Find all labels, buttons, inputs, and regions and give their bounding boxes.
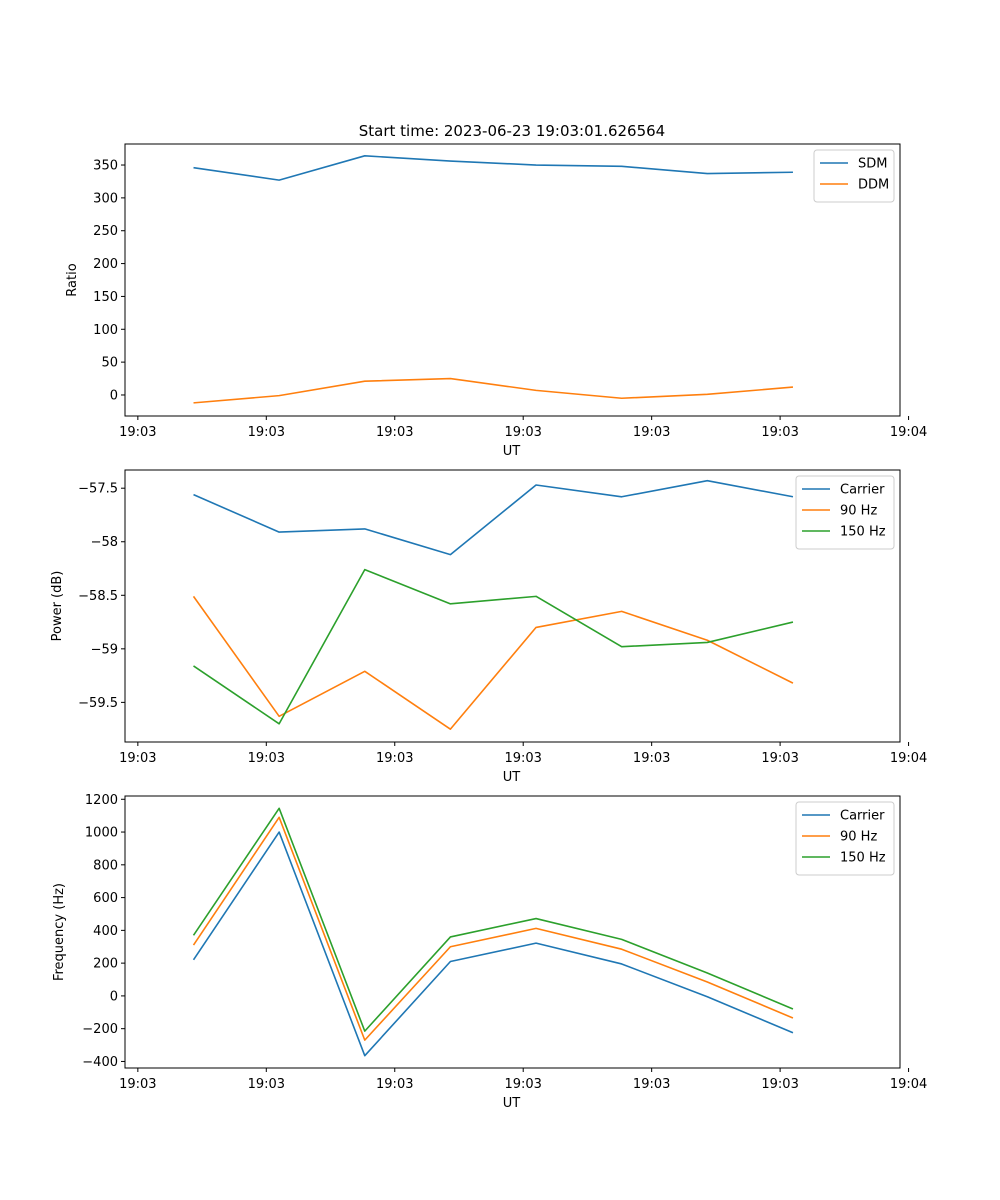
x-tick-label: 19:03 bbox=[633, 1077, 670, 1092]
panel-ratio: 0 50 100 150 200 250 300 350 19:03 19:03 19:03 19:0… bbox=[65, 143, 927, 459]
figure-title: Start time: 2023-06-23 19:03:01.626564 bbox=[359, 122, 665, 140]
series-line-150-hz bbox=[193, 568, 794, 725]
series-line-150-hz bbox=[192, 807, 794, 1032]
y-tick-label: 200 bbox=[93, 957, 118, 972]
legend-label-ddm: DDM bbox=[858, 178, 889, 193]
series-line-carrier bbox=[193, 479, 794, 556]
y-tick-label: 0 bbox=[110, 388, 118, 403]
x-tick-label: 19:03 bbox=[376, 751, 413, 766]
y-tick-label: −200 bbox=[82, 1022, 118, 1037]
x-tick-label: 19:03 bbox=[504, 425, 541, 440]
legend-label-150-hz: 150 Hz bbox=[840, 851, 886, 866]
series-line-ddm bbox=[193, 377, 794, 404]
y-tick-label: −59.5 bbox=[78, 696, 118, 711]
legend-label-sdm: SDM bbox=[858, 157, 887, 172]
panel-frequency: −400 −200 0 200 400 600 800 1000 1200 19:03 19:03 1… bbox=[52, 793, 927, 1111]
x-tick-label: 19:03 bbox=[376, 425, 413, 440]
x-tick-label: 19:03 bbox=[761, 425, 798, 440]
y-tick-label: 100 bbox=[93, 323, 118, 338]
series-line-90-hz bbox=[192, 816, 794, 1041]
x-tick-label: 19:03 bbox=[119, 1077, 156, 1092]
x-tick-label: 19:03 bbox=[119, 425, 156, 440]
legend-label-90-hz: 90 Hz bbox=[840, 830, 877, 845]
y-tick-label: 150 bbox=[93, 290, 118, 305]
x-tick-label: 19:03 bbox=[504, 1077, 541, 1092]
y-tick-label: 600 bbox=[93, 891, 118, 906]
y-tick-label: 50 bbox=[101, 356, 118, 371]
y-tick-label: −58 bbox=[91, 535, 118, 550]
x-tick-label: 19:03 bbox=[376, 1077, 413, 1092]
legend-label-90-hz: 90 Hz bbox=[840, 504, 877, 519]
x-tick-label: 19:03 bbox=[761, 1077, 798, 1092]
legend-label-carrier: Carrier bbox=[840, 809, 885, 824]
y-tick-label: 1000 bbox=[85, 826, 118, 841]
y-axis-label: Ratio bbox=[65, 263, 80, 296]
y-tick-label: 200 bbox=[93, 257, 118, 272]
y-tick-label: 300 bbox=[93, 191, 118, 206]
x-axis-label: UT bbox=[503, 1096, 521, 1111]
y-tick-label: 800 bbox=[93, 858, 118, 873]
x-tick-label: 19:03 bbox=[248, 425, 285, 440]
x-axis-label: UT bbox=[503, 444, 521, 459]
series-line-90-hz bbox=[192, 595, 794, 730]
x-tick-label: 19:03 bbox=[761, 751, 798, 766]
x-tick-label: 19:03 bbox=[248, 751, 285, 766]
y-tick-label: −57.5 bbox=[78, 482, 118, 497]
y-tick-label: 350 bbox=[93, 159, 118, 174]
y-axis-label: Frequency (Hz) bbox=[52, 883, 67, 981]
panel-power: −59.5 −59 −58.5 −58 −57.5 19:03 19:03 19:03 19:0… bbox=[50, 469, 927, 785]
x-tick-label: 19:03 bbox=[248, 1077, 285, 1092]
y-tick-label: −59 bbox=[91, 642, 118, 657]
series-line-sdm bbox=[193, 155, 793, 181]
x-tick-label: 19:03 bbox=[504, 751, 541, 766]
y-tick-label: 400 bbox=[93, 924, 118, 939]
x-tick-label: 19:04 bbox=[890, 751, 927, 766]
series-line-carrier bbox=[192, 831, 794, 1057]
axes-frame bbox=[124, 469, 901, 743]
y-axis-label: Power (dB) bbox=[50, 571, 65, 642]
y-tick-label: 1200 bbox=[85, 793, 118, 808]
y-tick-label: 0 bbox=[110, 989, 118, 1004]
axes-frame bbox=[124, 795, 901, 1069]
x-tick-label: 19:04 bbox=[890, 1077, 927, 1092]
y-tick-label: −400 bbox=[82, 1055, 118, 1070]
x-tick-label: 19:03 bbox=[633, 751, 670, 766]
y-tick-label: 250 bbox=[93, 224, 118, 239]
x-axis-label: UT bbox=[503, 770, 521, 785]
y-tick-label: −58.5 bbox=[78, 589, 118, 604]
axes-frame bbox=[124, 143, 901, 417]
x-tick-label: 19:04 bbox=[890, 425, 927, 440]
x-tick-label: 19:03 bbox=[633, 425, 670, 440]
legend-label-150-hz: 150 Hz bbox=[840, 525, 886, 540]
legend-label-carrier: Carrier bbox=[840, 483, 885, 498]
x-tick-label: 19:03 bbox=[119, 751, 156, 766]
